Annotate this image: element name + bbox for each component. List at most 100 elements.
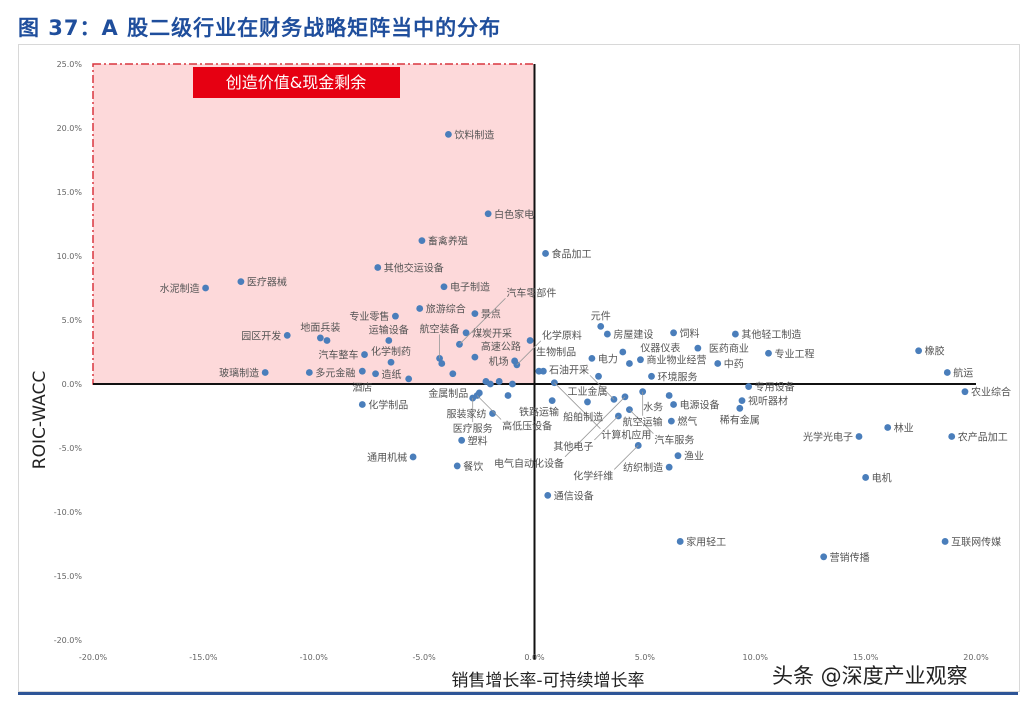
data-point xyxy=(323,337,331,344)
data-label: 饮料制造 xyxy=(454,128,494,141)
x-axis-label: 销售增长率-可持续增长率 xyxy=(451,671,644,691)
data-label: 家用轻工 xyxy=(686,535,726,548)
data-label: 运输设备 xyxy=(369,323,409,336)
data-point xyxy=(667,417,675,425)
leader-line xyxy=(554,382,601,430)
data-label: 煤炭开采 xyxy=(472,327,512,340)
data-point xyxy=(495,378,503,385)
region-label-box xyxy=(193,67,400,98)
data-label: 酒店 xyxy=(352,381,372,394)
data-label: 化学原料 xyxy=(542,329,582,342)
x-tick-label: 15.0% xyxy=(853,653,879,662)
data-point xyxy=(694,344,702,352)
data-point xyxy=(637,356,644,364)
leader-lines xyxy=(439,298,654,470)
data-label: 商业物业经营 xyxy=(646,354,706,367)
data-point xyxy=(542,250,549,257)
data-label: 高低压设备 xyxy=(502,420,552,433)
bottom-rule xyxy=(18,692,1018,695)
data-label: 水务 xyxy=(643,401,663,414)
data-point xyxy=(358,367,366,375)
data-point xyxy=(544,491,552,499)
data-point xyxy=(665,463,673,471)
data-point xyxy=(943,369,951,376)
y-tick-label: 25.0% xyxy=(57,60,83,69)
data-label: 金属制品 xyxy=(428,387,468,400)
data-label: 专业零售 xyxy=(349,310,389,323)
leader-line xyxy=(589,375,615,400)
data-label: 林业 xyxy=(894,422,914,435)
x-tick-label: 5.0% xyxy=(635,653,656,662)
y-tick-label: -15.0% xyxy=(54,572,83,581)
data-point xyxy=(941,538,949,545)
data-label: 医疗服务 xyxy=(453,422,493,435)
data-point xyxy=(626,360,633,367)
data-label: 燃气 xyxy=(677,415,697,428)
data-label: 互联网传媒 xyxy=(951,536,1001,548)
data-label: 玻璃制造 xyxy=(219,366,259,379)
data-point xyxy=(714,360,722,367)
watermark: 头条 @深度产业观察 xyxy=(772,664,968,688)
data-label: 中药 xyxy=(724,358,744,371)
data-label: 畜禽养殖 xyxy=(428,235,468,248)
data-point xyxy=(745,383,753,390)
leader-line xyxy=(594,415,619,441)
data-label: 食品加工 xyxy=(552,247,592,260)
data-point xyxy=(526,337,534,344)
data-point xyxy=(588,355,596,362)
y-tick-label: -10.0% xyxy=(54,508,83,517)
data-point xyxy=(453,462,461,470)
data-point xyxy=(504,392,512,399)
data-point xyxy=(597,323,605,330)
data-point xyxy=(535,367,543,375)
leader-line xyxy=(476,395,502,420)
data-point xyxy=(261,369,269,376)
highlight-region xyxy=(92,63,536,385)
data-label: 其他轻工制造 xyxy=(741,328,801,341)
data-label: 电气自动化设备 xyxy=(494,457,564,470)
data-label: 航运 xyxy=(953,366,973,379)
data-point xyxy=(438,360,446,367)
data-label: 化学制品 xyxy=(368,398,408,411)
leader-line xyxy=(564,396,626,458)
y-tick-label: 20.0% xyxy=(57,124,83,133)
data-label: 船舶制造 xyxy=(563,411,603,424)
data-label: 水泥制造 xyxy=(160,282,200,295)
y-tick-label: -20.0% xyxy=(54,636,83,645)
x-tick-label: 10.0% xyxy=(743,653,769,662)
data-label: 机场 xyxy=(489,355,509,368)
data-point xyxy=(670,329,677,337)
data-label: 电源设备 xyxy=(680,398,720,411)
data-label: 医疗器械 xyxy=(247,276,287,289)
data-label: 电机 xyxy=(872,471,892,484)
x-tick-label: -5.0% xyxy=(413,653,437,662)
data-point xyxy=(862,474,870,481)
data-label: 电子制造 xyxy=(450,281,490,294)
x-tick-label: -10.0% xyxy=(300,653,329,662)
data-label: 航空装备 xyxy=(420,322,460,335)
data-label: 多元金融 xyxy=(315,366,355,379)
data-label: 房屋建设 xyxy=(613,328,653,341)
data-point xyxy=(731,330,739,338)
x-tick-label: -20.0% xyxy=(79,653,108,662)
y-tick-label: 10.0% xyxy=(57,252,83,261)
data-label: 视听器材 xyxy=(748,395,788,408)
data-label: 专业工程 xyxy=(774,347,814,360)
data-label: 工业金属 xyxy=(567,385,607,398)
data-point xyxy=(418,237,426,245)
data-point xyxy=(674,452,682,460)
data-label: 航空运输 xyxy=(623,416,663,429)
data-point xyxy=(738,397,746,405)
y-tick-label: 5.0% xyxy=(62,316,83,325)
data-label: 农业综合 xyxy=(971,386,1011,399)
data-label: 其他交运设备 xyxy=(384,262,444,275)
data-point xyxy=(884,424,892,431)
x-tick-label: 0.0% xyxy=(524,653,545,662)
data-label: 造纸 xyxy=(382,368,402,381)
data-point xyxy=(584,398,591,406)
data-label: 渔业 xyxy=(684,451,704,463)
data-label: 环境服务 xyxy=(657,370,697,383)
y-tick-label: -5.0% xyxy=(59,444,83,453)
